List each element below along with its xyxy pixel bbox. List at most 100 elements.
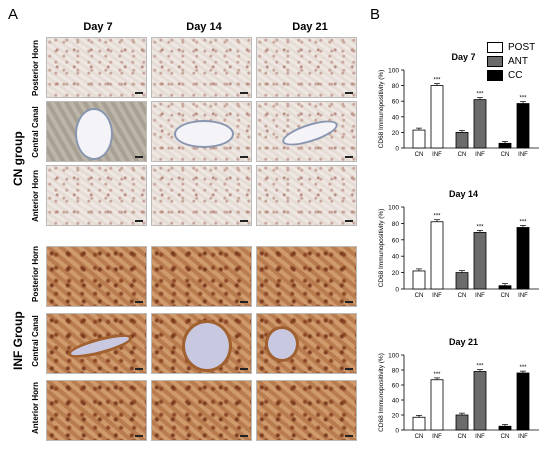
significance-label-0-1: *** <box>433 78 441 84</box>
micrograph-cn-central-day7 <box>46 101 147 162</box>
legend-label-cc: CC <box>508 70 523 81</box>
x-tick-label-2-1: INF <box>432 434 442 440</box>
micrograph-inf-anterior-day7 <box>46 380 147 441</box>
bar-0-5 <box>516 103 530 149</box>
y-tick-label-0-2: 40 <box>392 114 400 121</box>
bar-1-3 <box>473 232 487 290</box>
y-tick-label-2-2: 40 <box>392 398 400 405</box>
bar-1-2 <box>455 272 469 290</box>
y-tick-label-2-1: 20 <box>392 413 400 420</box>
bar-2-3 <box>473 371 487 431</box>
bar-1-1 <box>430 221 444 290</box>
micrograph-inf-anterior-day14 <box>151 380 252 441</box>
x-tick-label-1-5: INF <box>518 293 528 299</box>
row-label-cn-anterior: Anterior Horn <box>31 170 40 222</box>
micrograph-inf-posterior-day21 <box>256 246 357 307</box>
y-tick-label-0-0: 0 <box>395 146 399 153</box>
legend: POST ANT CC <box>487 42 535 81</box>
y-tick-label-1-1: 20 <box>392 270 400 277</box>
column-header-day14: Day 14 <box>186 21 222 33</box>
x-tick-label-0-2: CN <box>458 152 467 158</box>
panel-b-letter: B <box>370 6 381 23</box>
y-tick-label-1-4: 80 <box>392 221 400 228</box>
row-label-cn-central: Central Canal <box>31 106 40 158</box>
micrograph-inf-posterior-day7 <box>46 246 147 307</box>
y-tick-label-2-3: 60 <box>392 383 400 390</box>
bar-0-4 <box>498 142 512 149</box>
y-tick-label-1-0: 0 <box>395 287 399 294</box>
row-label-inf-central: Central Canal <box>31 315 40 367</box>
y-tick-label-1-3: 60 <box>392 237 400 244</box>
micrograph-inf-central-day14 <box>151 313 252 374</box>
column-header-day7: Day 7 <box>83 21 113 33</box>
micrograph-inf-posterior-day14 <box>151 246 252 307</box>
significance-label-2-1: *** <box>433 372 441 378</box>
bar-0-3 <box>473 99 487 149</box>
x-tick-label-2-5: INF <box>518 434 528 440</box>
micrograph-cn-posterior-day14 <box>151 37 252 98</box>
x-tick-label-2-2: CN <box>458 434 467 440</box>
significance-label-0-5: *** <box>519 96 527 102</box>
legend-item-post: POST <box>487 42 535 53</box>
significance-label-0-3: *** <box>476 92 484 98</box>
y-axis-label-0: CD68 Immunopositivity (%) <box>378 70 385 149</box>
x-tick-label-0-5: INF <box>518 152 528 158</box>
panel-a-letter: A <box>8 6 19 23</box>
bar-2-1 <box>430 379 444 431</box>
bar-2-2 <box>455 414 469 431</box>
significance-label-2-5: *** <box>519 365 527 371</box>
significance-label-2-3: *** <box>476 364 484 370</box>
chart-title-1: Day 14 <box>449 189 478 199</box>
bar-0-0 <box>412 129 426 149</box>
micrograph-cn-central-day21 <box>256 101 357 162</box>
group-label-cn: CN group <box>11 131 25 186</box>
micrograph-cn-posterior-day7 <box>46 37 147 98</box>
y-axis-label-2: CD68 Immunopositivity (%) <box>378 353 385 432</box>
legend-item-ant: ANT <box>487 56 535 67</box>
x-tick-label-2-0: CN <box>415 434 424 440</box>
x-tick-label-1-2: CN <box>458 293 467 299</box>
y-axis-label-1: CD68 Immunopositivity (%) <box>378 209 385 288</box>
x-tick-label-2-4: CN <box>501 434 510 440</box>
x-tick-label-1-3: INF <box>475 293 485 299</box>
micrograph-cn-anterior-day21 <box>256 165 357 226</box>
y-tick-label-2-5: 100 <box>388 353 399 360</box>
micrograph-inf-anterior-day21 <box>256 380 357 441</box>
legend-swatch-cc <box>487 70 503 81</box>
micrograph-inf-central-day21 <box>256 313 357 374</box>
legend-label-post: POST <box>508 42 536 53</box>
bar-1-4 <box>498 285 512 290</box>
y-tick-label-0-1: 20 <box>392 130 400 137</box>
y-tick-label-1-5: 100 <box>388 205 399 212</box>
bar-1-0 <box>412 270 426 290</box>
x-tick-label-0-4: CN <box>501 152 510 158</box>
micrograph-inf-central-day7 <box>46 313 147 374</box>
bar-2-0 <box>412 416 426 431</box>
y-tick-label-0-4: 80 <box>392 83 400 90</box>
x-tick-label-1-0: CN <box>415 293 424 299</box>
bar-2-5 <box>516 372 530 431</box>
x-tick-label-0-3: INF <box>475 152 485 158</box>
y-tick-label-2-4: 80 <box>392 368 400 375</box>
chart-title-0: Day 7 <box>451 52 475 62</box>
micrograph-cn-anterior-day14 <box>151 165 252 226</box>
significance-label-1-5: *** <box>519 219 527 225</box>
legend-swatch-post <box>487 42 503 53</box>
y-tick-label-0-3: 60 <box>392 99 400 106</box>
legend-label-ant: ANT <box>508 56 528 67</box>
y-tick-label-0-5: 100 <box>388 68 399 75</box>
legend-item-cc: CC <box>487 70 535 81</box>
bar-0-2 <box>455 131 469 149</box>
chart-title-2: Day 21 <box>449 337 478 347</box>
x-tick-label-0-0: CN <box>415 152 424 158</box>
bar-0-1 <box>430 85 444 149</box>
significance-label-1-3: *** <box>476 224 484 230</box>
x-tick-label-1-4: CN <box>501 293 510 299</box>
row-label-inf-posterior: Posterior Horn <box>31 245 40 302</box>
bar-1-5 <box>516 227 530 290</box>
micrograph-cn-central-day14 <box>151 101 252 162</box>
row-label-cn-posterior: Posterior Horn <box>31 39 40 96</box>
micrograph-cn-posterior-day21 <box>256 37 357 98</box>
legend-swatch-ant <box>487 56 503 67</box>
x-tick-label-2-3: INF <box>475 434 485 440</box>
